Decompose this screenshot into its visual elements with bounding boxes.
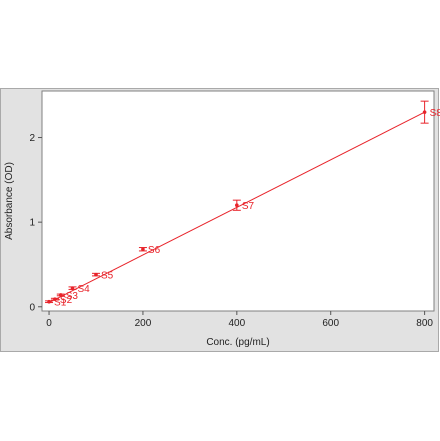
point-s6: S6 — [138, 245, 161, 256]
data-point-marker — [422, 110, 427, 114]
data-point-marker — [235, 203, 239, 208]
point-label: S5 — [101, 271, 114, 282]
point-label: S8 — [430, 108, 440, 119]
data-point-marker — [53, 297, 57, 301]
x-tick-label: 400 — [228, 318, 245, 329]
y-tick-label: 1 — [29, 218, 35, 229]
y-tick-label: 2 — [29, 133, 35, 144]
data-point-marker — [70, 286, 75, 290]
point-label: S4 — [78, 284, 91, 295]
point-s7: S7 — [232, 199, 255, 212]
y-tick-label: 0 — [29, 302, 35, 313]
data-point-marker — [47, 299, 51, 304]
point-label: S2 — [60, 295, 73, 306]
x-tick-label: 600 — [322, 318, 339, 329]
point-s1: S1 — [45, 298, 67, 309]
data-point-marker — [141, 247, 145, 252]
data-point-marker — [94, 272, 98, 277]
point-label: S1 — [54, 298, 67, 309]
x-axis-title: Conc. (pg/mL) — [206, 337, 269, 348]
point-label: S3 — [66, 291, 79, 302]
x-tick-label: 0 — [46, 318, 52, 329]
point-label: S6 — [148, 245, 161, 256]
plot-area — [41, 90, 435, 312]
point-s8: S8 — [420, 100, 440, 124]
x-tick-label: 800 — [416, 318, 433, 329]
x-tick-label: 200 — [135, 318, 152, 329]
point-s4: S4 — [68, 284, 91, 295]
point-s2: S2 — [50, 295, 73, 306]
data-point-marker — [58, 293, 63, 297]
axes: 0 200 400 600 800 0 1 2 — [29, 133, 433, 329]
point-label: S7 — [242, 201, 255, 212]
point-s3: S3 — [56, 291, 79, 302]
y-axis-title: Absorbance (OD) — [4, 162, 15, 240]
point-s5: S5 — [91, 271, 114, 282]
